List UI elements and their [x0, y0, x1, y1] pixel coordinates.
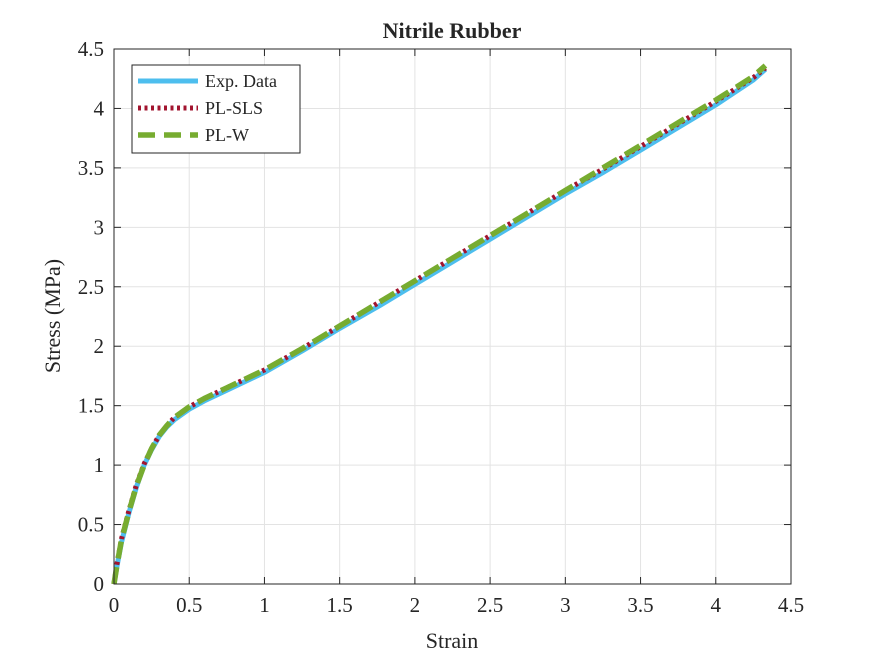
y-tick-label: 4: [94, 96, 105, 120]
legend-label-exp-data: Exp. Data: [205, 71, 277, 91]
legend-label-pl-w: PL-W: [205, 125, 249, 145]
y-tick-label: 2: [94, 334, 105, 358]
y-tick-label: 0: [94, 572, 105, 596]
x-axis-label: Strain: [426, 628, 479, 653]
y-axis-label: Stress (MPa): [40, 259, 65, 373]
x-tick-label: 0: [109, 593, 120, 617]
x-tick-label: 4.5: [778, 593, 804, 617]
y-tick-label: 3: [94, 215, 105, 239]
y-tick-label: 1: [94, 453, 105, 477]
y-tick-label: 1.5: [78, 394, 104, 418]
x-tick-label: 3.5: [627, 593, 653, 617]
x-tick-labels: 0 0.5 1 1.5 2 2.5 3 3.5 4 4.5: [109, 593, 804, 617]
x-tick-label: 1: [259, 593, 270, 617]
x-tick-label: 0.5: [176, 593, 202, 617]
y-tick-label: 2.5: [78, 275, 104, 299]
series-line-pl-w: [111, 63, 768, 585]
x-tick-label: 1.5: [327, 593, 353, 617]
y-tick-label: 4.5: [78, 37, 104, 61]
legend-label-pl-sls: PL-SLS: [205, 98, 263, 118]
plot-frame: [113, 48, 792, 585]
y-tick-label: 0.5: [78, 513, 104, 537]
y-tick-labels: 0 0.5 1 1.5 2 2.5 3 3.5 4 4.5: [78, 37, 105, 596]
grid-lines: [114, 49, 791, 584]
axis-ticks: [113, 48, 792, 585]
legend: Exp. Data PL-SLS PL-W: [131, 64, 301, 154]
x-tick-label: 2: [410, 593, 421, 617]
x-tick-label: 3: [560, 593, 571, 617]
x-tick-label: 2.5: [477, 593, 503, 617]
x-tick-label: 4: [711, 593, 722, 617]
y-tick-label: 3.5: [78, 156, 104, 180]
chart-title: Nitrile Rubber: [383, 18, 522, 43]
series-lines: [111, 63, 768, 585]
